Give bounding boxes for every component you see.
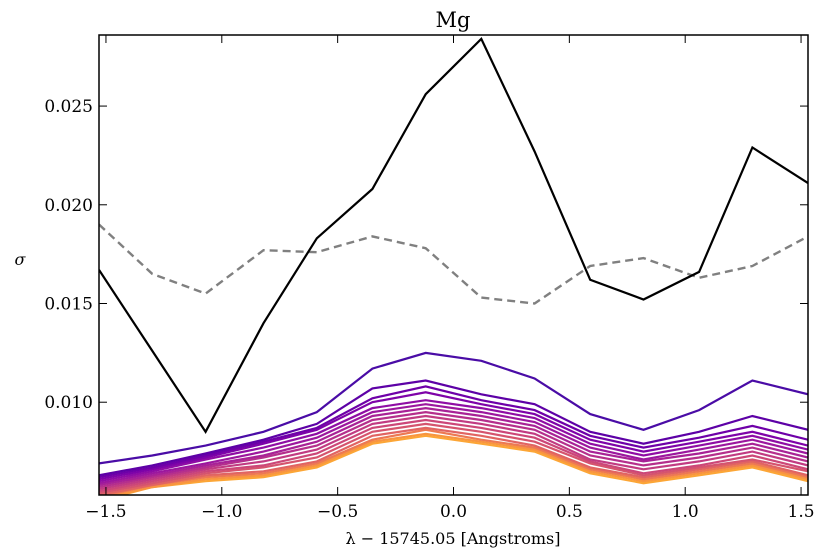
y-tick-label: 0.015	[44, 294, 93, 314]
series-line-curve-10	[99, 418, 808, 493]
x-tick-label: 0.0	[440, 502, 467, 522]
x-tick-label: −1.5	[85, 502, 126, 522]
x-tick-label: 0.5	[556, 502, 583, 522]
y-axis-label: σ	[15, 250, 27, 269]
series-line-curve-3	[99, 385, 808, 479]
series-line-curve-5	[99, 399, 808, 483]
y-tick-label: 0.025	[44, 97, 93, 117]
x-tick-label: 1.5	[788, 502, 815, 522]
series-line-curve-12	[99, 426, 808, 495]
series-line-curve-4	[99, 391, 808, 481]
x-tick-label: −1.0	[201, 502, 242, 522]
series-line-curve-6	[99, 403, 808, 485]
series-line-curve-15	[117, 434, 808, 495]
chart-title: Mg	[436, 8, 471, 32]
series-line-curve-11	[99, 422, 808, 495]
y-tick-label: 0.010	[44, 393, 93, 413]
x-tick-label: −0.5	[317, 502, 358, 522]
y-tick-label: 0.020	[44, 196, 93, 216]
series-line-curve-9	[99, 414, 808, 491]
series-line-curve-13	[102, 428, 808, 495]
x-axis-label: λ − 15745.05 [Angstroms]	[345, 529, 560, 548]
series-line-curve-2	[99, 379, 808, 477]
series-line-curve-1	[99, 351, 808, 465]
series-line-curve-7	[99, 406, 808, 487]
series-line-curve-14	[111, 432, 808, 495]
series-line-total	[99, 37, 808, 434]
series-line-curve-8	[99, 410, 808, 489]
series-line-reference	[99, 223, 808, 305]
x-tick-label: 1.0	[672, 502, 699, 522]
